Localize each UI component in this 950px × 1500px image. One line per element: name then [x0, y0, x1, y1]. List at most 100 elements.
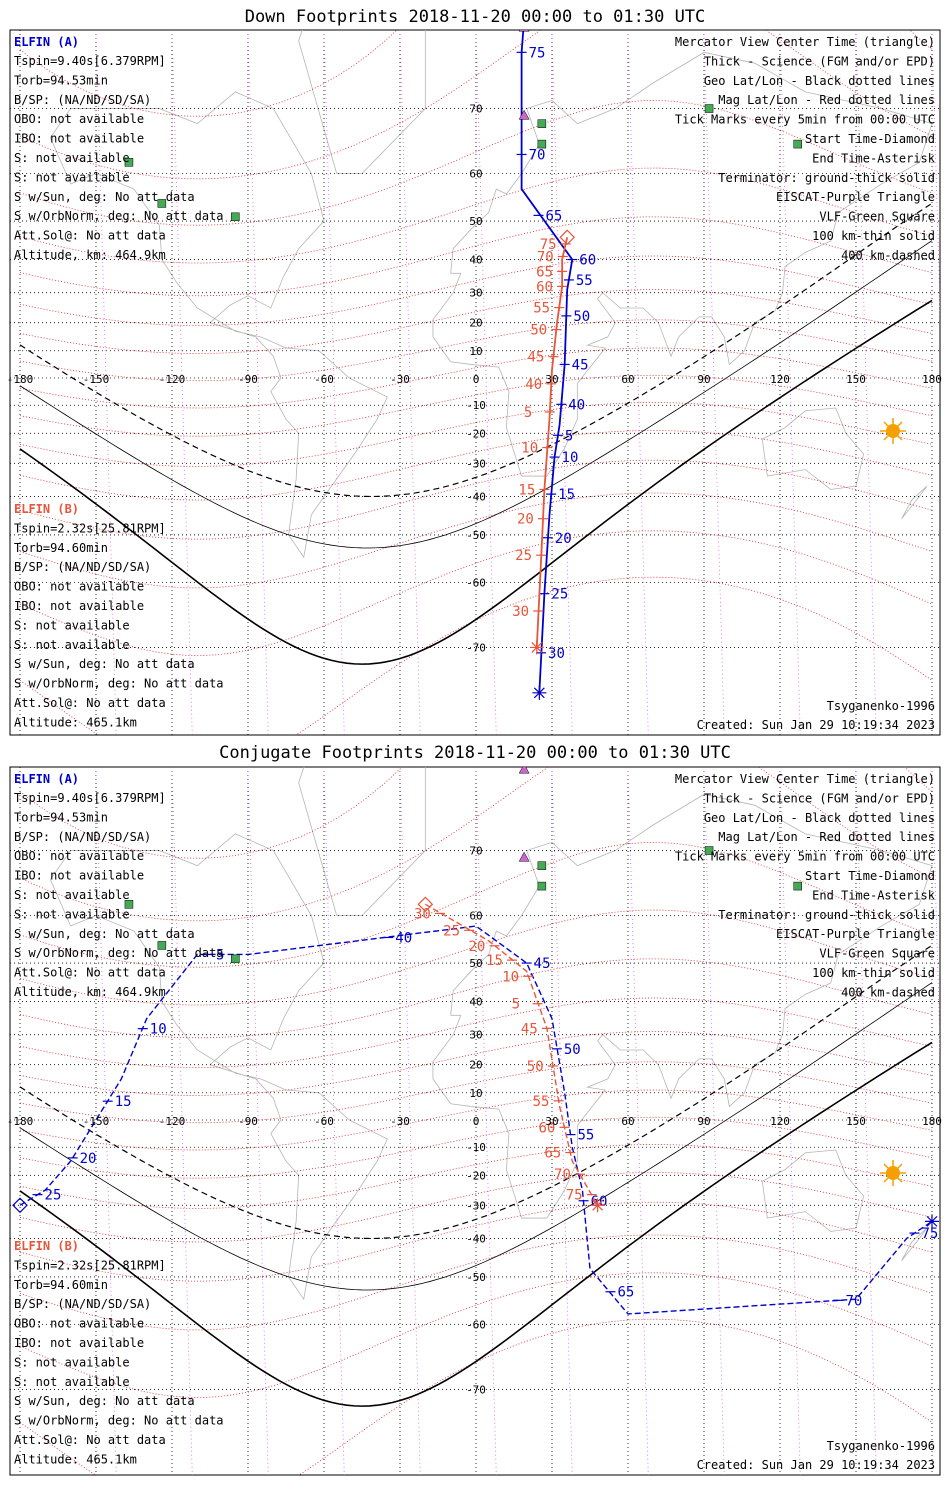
track-tick-label: 75 — [566, 1188, 583, 1204]
elfin-b-line: Altitude: 465.1km — [14, 715, 137, 729]
track-tick-label: 5 — [565, 428, 573, 444]
elfin-a-line: Tspin=9.40s[6.379RPM] — [14, 54, 166, 68]
legend-entry: 400 km-dashed — [841, 985, 935, 999]
elfin-b-line: OBO: not available — [14, 580, 144, 594]
mag-meridian — [95, 30, 117, 735]
track-tick-label: 25 — [443, 923, 460, 939]
x-tick-label: 60 — [621, 373, 634, 386]
elfin-b-line: S: not available — [14, 618, 130, 632]
mag-meridian — [779, 30, 801, 735]
y-tick-label: -20 — [466, 1169, 486, 1182]
map-frame — [9, 766, 941, 1476]
x-tick-label: 0 — [473, 1115, 480, 1128]
x-tick-label: 180 — [922, 1115, 942, 1128]
elfin-b-info: ELFIN (B) Tspin=2.32s[25.81RPM] Torb=94.60… — [14, 1239, 224, 1466]
y-tick-label: 60 — [469, 168, 482, 181]
track-tick-label: 30 — [512, 604, 529, 620]
elfin-a-line: S w/OrbNorm, deg: No att data — [14, 946, 224, 960]
legend-entry: Mag Lat/Lon - Red dotted lines — [718, 93, 935, 107]
start-diamond — [417, 896, 434, 913]
end-asterisk — [590, 1198, 605, 1213]
track-tick-label: 60 — [579, 253, 596, 269]
elfin-b-info: ELFIN (B) Tspin=2.32s[25.81RPM] Torb=94.60… — [14, 502, 224, 729]
y-tick-label: -50 — [466, 1271, 486, 1284]
track-tick-label: 70 — [554, 1167, 571, 1183]
track-tick-label: 45 — [527, 350, 544, 366]
x-tick-label: 60 — [621, 1115, 634, 1128]
mag-parallel — [19, 1061, 933, 1124]
y-tick-label: -60 — [466, 576, 486, 589]
y-tick-label: -20 — [466, 427, 486, 440]
track-tick-label: 55 — [578, 1128, 595, 1144]
orbit-tracks: 8575706560555045405101520253075706560555… — [512, 30, 596, 700]
mag-parallel — [19, 374, 933, 437]
legend-entry: Geo Lat/Lon - Black dotted lines — [704, 74, 935, 88]
elfin-a-line: IBO: not available — [14, 869, 144, 883]
coastline — [901, 1227, 928, 1261]
mag-parallel — [19, 319, 933, 382]
y-tick-label: 10 — [469, 1087, 482, 1100]
conjugate-footprints-panel: Conjugate Footprints 2018-11-20 00:00 to… — [7, 743, 942, 1476]
track-tick-label: 25 — [515, 548, 532, 564]
mag-meridian — [703, 30, 725, 735]
mag-parallel — [19, 1144, 933, 1209]
vlf-site — [537, 881, 547, 891]
elfin-b-line: B/SP: (NA/ND/SD/SA) — [14, 1297, 151, 1311]
coastline — [50, 833, 388, 1301]
mag-meridian — [323, 30, 345, 735]
elfin-a-line: S w/Sun, deg: No att data — [14, 190, 195, 204]
elfin-a-line: OBO: not available — [14, 849, 144, 863]
track-tick-label: 40 — [395, 930, 412, 946]
coastline — [761, 407, 865, 490]
mag-parallel — [19, 459, 933, 540]
terminator-ground — [19, 299, 933, 665]
y-tick-label: 30 — [469, 287, 482, 300]
legend-entry: Thick - Science (FGM and/or EPD) — [704, 54, 935, 68]
track-tick-label: 25 — [45, 1188, 62, 1204]
vlf-site — [793, 881, 802, 891]
ground-sites — [124, 767, 802, 964]
track-tick-label: 65 — [545, 208, 562, 224]
vlf-site — [124, 900, 134, 909]
x-tick-label: 90 — [697, 373, 710, 386]
y-tick-label: -70 — [466, 641, 486, 654]
eiscat-site — [518, 30, 530, 32]
elfin-b-line: S: not available — [14, 1375, 130, 1389]
mag-parallel — [19, 1116, 933, 1179]
x-tick-label: 120 — [770, 373, 790, 386]
model-label: Tsyganenko-1996 — [827, 699, 935, 713]
elfin-b-line: B/SP: (NA/ND/SD/SA) — [14, 560, 151, 574]
legend-entry: End Time-Asterisk — [812, 151, 936, 165]
track-tick-label: 45 — [521, 1021, 538, 1037]
vlf-site — [231, 212, 240, 222]
track-tick-label: 65 — [536, 264, 553, 280]
elfin-b-line: S w/OrbNorm, deg: No att data — [14, 1414, 224, 1428]
y-tick-labels: -70 -60 -50 -40 -30 -20 -10 10 20 30 40 50 60 70 — [466, 845, 486, 1397]
y-tick-label: 50 — [469, 215, 482, 228]
elfin-a-line: Att.Sol@: No att data — [14, 229, 166, 243]
track-tick-label: 75 — [540, 237, 557, 253]
track-tick-label: 50 — [530, 323, 547, 339]
x-tick-labels: -180 -150 -120 -90 -60 -30 0 30 60 90 120 150 180 — [7, 1115, 942, 1128]
y-tick-labels: -70 -60 -50 -40 -30 -20 -10 10 20 30 40 50 60 70 — [466, 103, 486, 655]
legend-entry: End Time-Asterisk — [812, 888, 936, 902]
vlf-site — [537, 861, 547, 870]
mag-parallel — [19, 1089, 933, 1151]
vlf-site — [124, 158, 134, 167]
end-asterisk — [532, 685, 547, 700]
x-tick-label: -150 — [83, 1115, 110, 1128]
elfin-a-line: S: not available — [14, 151, 130, 165]
legend-entry: EISCAT-Purple Triangle — [776, 927, 935, 941]
vlf-site — [537, 119, 547, 128]
mag-parallel — [19, 1172, 933, 1243]
track-elfin-a — [19, 925, 933, 1315]
vlf-site — [793, 139, 802, 149]
x-tick-label: -90 — [238, 373, 258, 386]
y-tick-label: 20 — [469, 1059, 482, 1072]
start-diamond — [12, 1197, 28, 1214]
track-elfin-b — [535, 237, 569, 648]
y-tick-label: 50 — [469, 957, 482, 970]
elfin-a-line: Altitude, km: 464.9km — [14, 985, 166, 999]
mag-parallel — [19, 402, 933, 467]
mag-parallel — [19, 1201, 933, 1282]
